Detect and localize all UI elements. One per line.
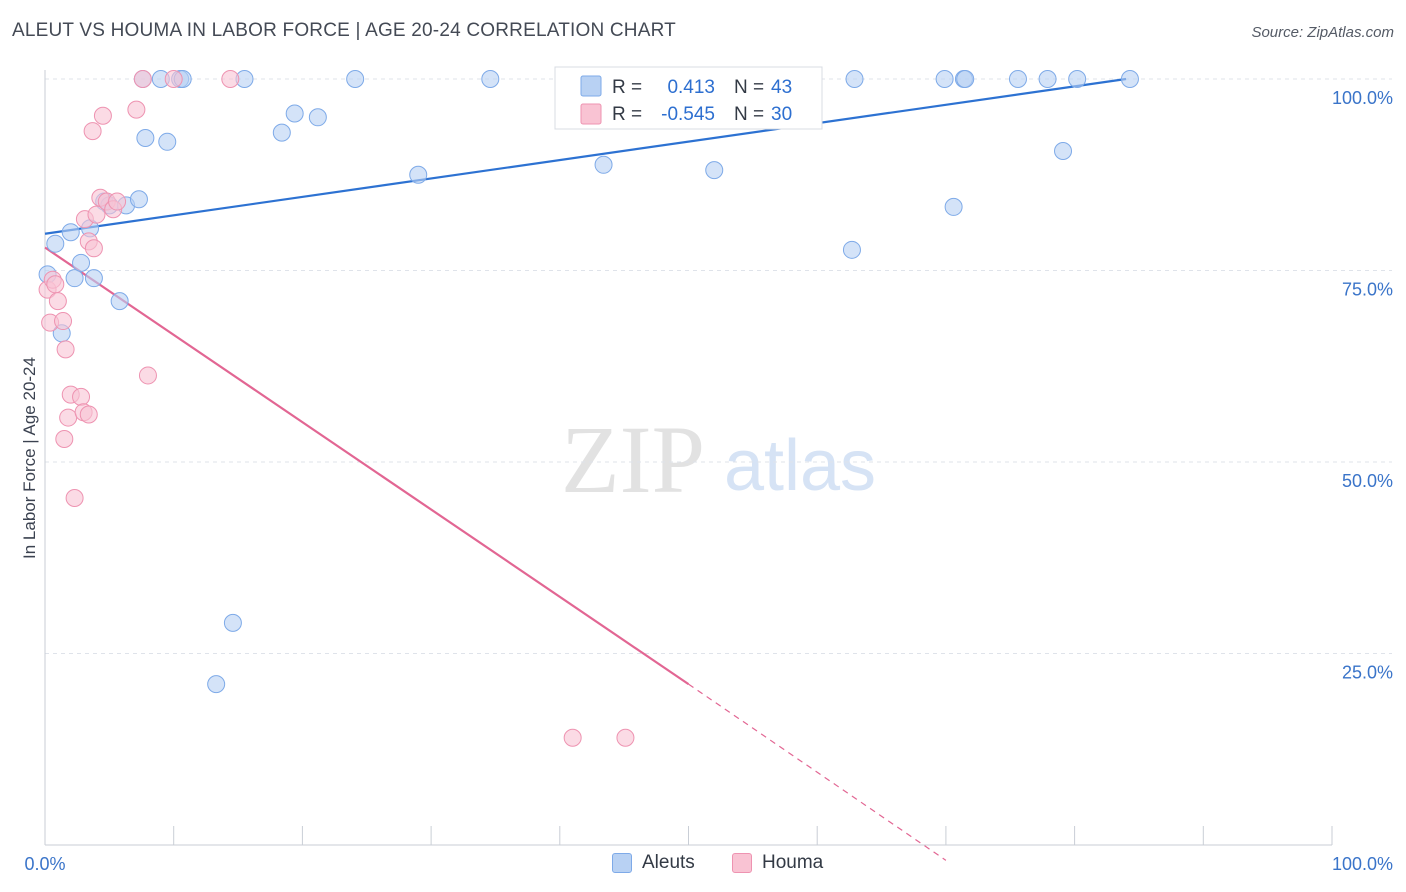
houma-point xyxy=(616,728,635,747)
source-credit: Source: ZipAtlas.com xyxy=(1251,24,1394,41)
houma-point xyxy=(48,292,67,311)
y-tick-label: 75.0% xyxy=(1342,280,1393,300)
aleuts-point xyxy=(1068,70,1087,88)
aleuts-point xyxy=(308,108,327,127)
houma-point xyxy=(93,106,112,125)
houma-point xyxy=(108,192,127,211)
houma-point xyxy=(138,366,157,385)
houma-point xyxy=(72,387,91,406)
houma-trend-extension xyxy=(688,683,947,861)
aleuts-point xyxy=(1120,70,1139,88)
houma-point xyxy=(87,205,106,224)
data-points xyxy=(38,70,1139,747)
aleuts-r-value: 0.413 xyxy=(667,77,715,98)
houma-point xyxy=(59,408,78,427)
y-tick-label: 50.0% xyxy=(1342,471,1393,491)
aleuts-point xyxy=(1008,70,1027,88)
houma-point xyxy=(54,312,73,331)
houma-r-value: -0.545 xyxy=(661,104,715,125)
houma-point xyxy=(55,430,74,449)
aleuts-point xyxy=(46,234,65,253)
houma-legend-swatch xyxy=(732,853,752,873)
aleuts-point xyxy=(409,165,428,184)
axes xyxy=(44,70,1333,846)
aleuts-r-label: R = xyxy=(612,77,642,98)
houma-point xyxy=(221,70,240,88)
houma-point xyxy=(83,122,102,141)
aleuts-point xyxy=(129,190,148,209)
legend-label-aleuts: Aleuts xyxy=(642,852,695,873)
aleuts-point xyxy=(1054,142,1073,161)
chart-title: ALEUT VS HOUMA IN LABOR FORCE | AGE 20-2… xyxy=(12,20,676,41)
aleuts-point xyxy=(346,70,365,88)
aleuts-point xyxy=(207,675,226,694)
houma-r-label: R = xyxy=(612,104,642,125)
aleuts-point xyxy=(84,269,103,288)
aleuts-point xyxy=(1038,70,1057,88)
x-tick-label: 100.0% xyxy=(1332,854,1393,874)
aleuts-point xyxy=(223,613,242,632)
aleuts-point xyxy=(956,70,975,88)
aleuts-point xyxy=(594,155,613,174)
aleuts-point xyxy=(935,70,954,88)
houma-point xyxy=(56,340,75,359)
aleuts-n-value: 43 xyxy=(771,77,792,98)
watermark-zip: ZIP xyxy=(561,406,705,513)
y-axis-label: In Labor Force | Age 20-24 xyxy=(20,357,39,559)
houma-point xyxy=(164,70,183,88)
houma-point xyxy=(84,239,103,258)
houma-point xyxy=(79,405,98,424)
x-tick-label: 0.0% xyxy=(24,854,65,874)
legend-item-houma[interactable]: Houma xyxy=(732,852,823,874)
y-tick-label: 100.0% xyxy=(1332,88,1393,108)
houma-swatch xyxy=(580,103,602,125)
aleuts-legend-swatch xyxy=(612,853,632,873)
aleuts-point xyxy=(158,132,177,151)
aleuts-point xyxy=(110,292,129,311)
houma-point xyxy=(563,728,582,747)
aleuts-point xyxy=(72,253,91,272)
legend-label-houma: Houma xyxy=(762,852,824,873)
aleuts-n-label: N = xyxy=(734,77,764,98)
aleuts-trend-line xyxy=(44,77,1127,235)
aleuts-point xyxy=(61,223,80,242)
stats-legend: R = 0.413 N = 43 R = -0.545 N = 30 xyxy=(554,66,823,130)
watermark-atlas: atlas xyxy=(724,426,876,506)
houma-n-label: N = xyxy=(734,104,764,125)
houma-point xyxy=(127,100,146,119)
aleuts-point xyxy=(845,70,864,88)
aleuts-point xyxy=(705,161,724,180)
aleuts-point xyxy=(842,240,861,259)
houma-point xyxy=(133,70,152,88)
trend-lines xyxy=(44,77,1127,861)
tick-labels: 25.0% 50.0% 75.0% 100.0% 0.0% 100.0% xyxy=(24,88,1393,874)
bottom-legend: Aleuts Houma xyxy=(0,848,1406,880)
grid-lines xyxy=(45,78,1392,654)
aleuts-point xyxy=(481,70,500,88)
legend-item-aleuts[interactable]: Aleuts xyxy=(612,852,695,874)
houma-trend-line xyxy=(44,246,690,686)
houma-n-value: 30 xyxy=(771,104,792,125)
aleuts-swatch xyxy=(580,75,602,97)
aleuts-point xyxy=(136,128,155,147)
houma-point xyxy=(65,489,84,508)
houma-point xyxy=(46,275,65,294)
aleuts-point xyxy=(272,123,291,142)
aleuts-point xyxy=(944,197,963,216)
y-tick-label: 25.0% xyxy=(1342,663,1393,683)
aleuts-point xyxy=(285,104,304,123)
aleuts-point xyxy=(65,269,84,288)
